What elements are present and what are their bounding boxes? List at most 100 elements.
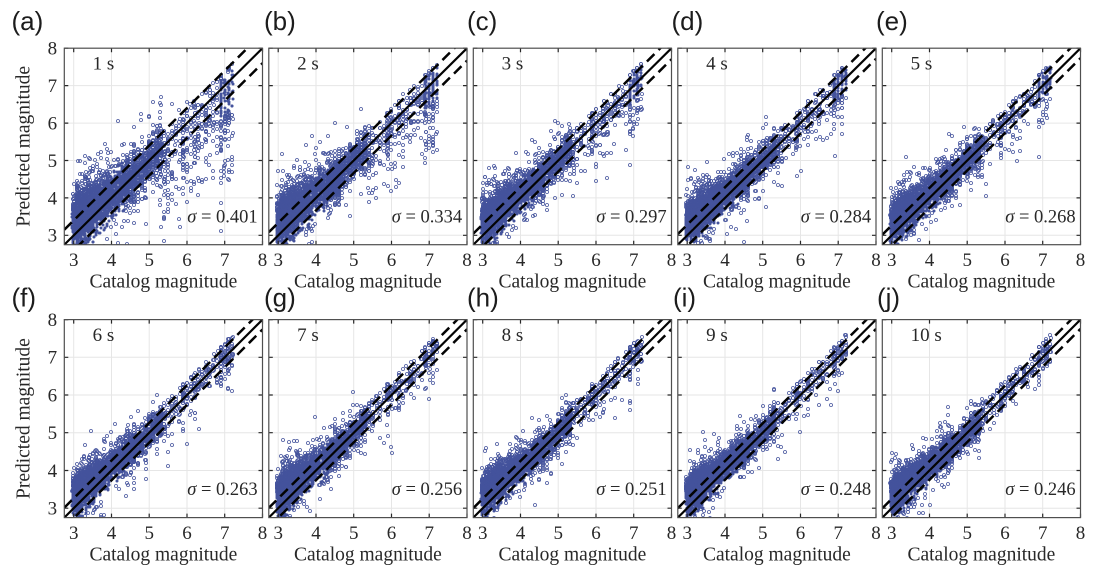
svg-text:Catalog magnitude: Catalog magnitude [703, 544, 851, 565]
svg-text:3: 3 [887, 523, 897, 544]
svg-text:6: 6 [591, 523, 601, 544]
svg-text:7: 7 [833, 250, 843, 271]
svg-text:6: 6 [1000, 523, 1010, 544]
svg-text:5: 5 [144, 523, 154, 544]
svg-text:7 s: 7 s [297, 325, 319, 346]
svg-text:σ = 0.334: σ = 0.334 [392, 207, 462, 227]
svg-text:(h): (h) [467, 283, 499, 313]
svg-text:4: 4 [48, 461, 58, 482]
svg-text:6: 6 [796, 250, 806, 271]
svg-text:7: 7 [1038, 250, 1048, 271]
svg-text:6: 6 [48, 114, 58, 135]
svg-text:3: 3 [69, 250, 79, 271]
svg-text:6: 6 [387, 523, 397, 544]
svg-text:σ = 0.248: σ = 0.248 [801, 480, 871, 500]
svg-text:5: 5 [553, 523, 563, 544]
svg-text:7: 7 [1038, 523, 1048, 544]
svg-text:4: 4 [311, 250, 321, 271]
svg-text:5: 5 [48, 423, 58, 444]
svg-text:5: 5 [349, 523, 359, 544]
svg-text:3: 3 [48, 499, 58, 520]
svg-text:Catalog magnitude: Catalog magnitude [703, 272, 851, 293]
svg-text:Predicted magnitude: Predicted magnitude [14, 338, 35, 499]
svg-text:4: 4 [48, 188, 58, 209]
svg-text:σ = 0.401: σ = 0.401 [187, 207, 257, 227]
svg-text:Catalog magnitude: Catalog magnitude [89, 544, 237, 565]
svg-text:8: 8 [1076, 250, 1086, 271]
svg-text:3: 3 [69, 523, 79, 544]
svg-text:Catalog magnitude: Catalog magnitude [294, 544, 442, 565]
svg-text:σ = 0.268: σ = 0.268 [1005, 207, 1075, 227]
svg-text:(j): (j) [877, 283, 900, 313]
svg-text:σ = 0.256: σ = 0.256 [392, 480, 462, 500]
svg-text:Catalog magnitude: Catalog magnitude [498, 544, 646, 565]
svg-text:σ = 0.246: σ = 0.246 [1005, 480, 1075, 500]
svg-text:5: 5 [349, 250, 359, 271]
svg-text:4: 4 [311, 523, 321, 544]
svg-text:σ = 0.284: σ = 0.284 [801, 207, 871, 227]
svg-text:Predicted magnitude: Predicted magnitude [14, 66, 35, 227]
svg-text:4: 4 [516, 250, 526, 271]
svg-text:6: 6 [182, 523, 192, 544]
svg-text:3: 3 [478, 523, 488, 544]
svg-text:8: 8 [48, 310, 58, 331]
svg-text:8: 8 [1076, 523, 1086, 544]
svg-text:4: 4 [720, 523, 730, 544]
svg-text:6: 6 [182, 250, 192, 271]
svg-text:σ = 0.297: σ = 0.297 [596, 207, 666, 227]
svg-text:Catalog magnitude: Catalog magnitude [89, 272, 237, 293]
svg-text:4: 4 [516, 523, 526, 544]
svg-text:Catalog magnitude: Catalog magnitude [907, 272, 1055, 293]
svg-text:4: 4 [925, 523, 935, 544]
svg-text:(g): (g) [264, 283, 296, 313]
svg-text:10 s: 10 s [911, 325, 942, 346]
svg-text:7: 7 [833, 523, 843, 544]
svg-text:1 s: 1 s [93, 54, 115, 75]
svg-text:7: 7 [424, 250, 434, 271]
svg-text:5: 5 [553, 250, 563, 271]
svg-text:6: 6 [48, 385, 58, 406]
svg-text:6 s: 6 s [93, 325, 115, 346]
svg-text:(c): (c) [467, 6, 497, 36]
svg-text:6: 6 [1000, 250, 1010, 271]
svg-text:(d): (d) [672, 6, 704, 36]
svg-text:4: 4 [720, 250, 730, 271]
svg-text:6: 6 [387, 250, 397, 271]
svg-text:σ = 0.251: σ = 0.251 [596, 480, 666, 500]
svg-text:(i): (i) [673, 283, 696, 313]
svg-text:6: 6 [591, 250, 601, 271]
svg-text:7: 7 [220, 523, 230, 544]
svg-text:4: 4 [925, 250, 935, 271]
svg-text:7: 7 [629, 523, 639, 544]
svg-text:9 s: 9 s [706, 325, 728, 346]
svg-text:8: 8 [258, 523, 268, 544]
svg-text:Catalog magnitude: Catalog magnitude [294, 272, 442, 293]
svg-text:8: 8 [871, 250, 881, 271]
svg-text:7: 7 [48, 76, 58, 97]
svg-text:3: 3 [682, 523, 692, 544]
svg-text:6: 6 [796, 523, 806, 544]
svg-text:8: 8 [667, 523, 677, 544]
svg-text:5: 5 [962, 250, 972, 271]
svg-text:8: 8 [667, 250, 677, 271]
svg-text:5 s: 5 s [911, 54, 933, 75]
svg-text:5: 5 [144, 250, 154, 271]
svg-text:(f): (f) [12, 283, 37, 313]
svg-text:7: 7 [629, 250, 639, 271]
svg-text:5: 5 [758, 523, 768, 544]
svg-text:5: 5 [758, 250, 768, 271]
svg-text:Catalog magnitude: Catalog magnitude [907, 544, 1055, 565]
svg-text:5: 5 [962, 523, 972, 544]
svg-text:7: 7 [424, 523, 434, 544]
svg-text:3: 3 [887, 250, 897, 271]
svg-text:8: 8 [48, 39, 58, 60]
svg-text:Catalog magnitude: Catalog magnitude [498, 272, 646, 293]
svg-text:4: 4 [107, 250, 117, 271]
svg-text:2 s: 2 s [297, 54, 319, 75]
svg-text:7: 7 [220, 250, 230, 271]
svg-text:8: 8 [462, 523, 472, 544]
svg-text:3: 3 [682, 250, 692, 271]
svg-text:(b): (b) [264, 6, 296, 36]
svg-text:3: 3 [273, 523, 283, 544]
svg-text:8: 8 [258, 250, 268, 271]
